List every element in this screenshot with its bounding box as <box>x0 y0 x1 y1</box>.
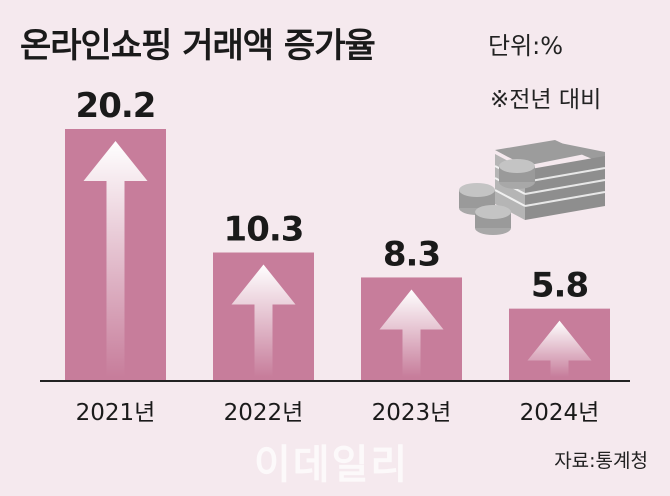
source-label: 자료:통계청 <box>554 450 648 472</box>
up-arrow-icon <box>83 141 148 377</box>
category-label: 2023년 <box>372 400 452 426</box>
chart-title: 온라인쇼핑 거래액 증가율 <box>20 26 376 66</box>
category-label: 2024년 <box>520 400 600 426</box>
up-arrow-icon <box>231 264 296 377</box>
category-label: 2022년 <box>224 400 304 426</box>
value-label: 5.8 <box>531 266 588 306</box>
value-label: 20.2 <box>76 86 156 126</box>
up-arrow-icon <box>527 320 592 377</box>
value-label: 10.3 <box>224 210 304 250</box>
note-label: ※전년 대비 <box>490 87 602 113</box>
coins-icon <box>459 159 535 235</box>
category-label: 2021년 <box>76 400 156 426</box>
up-arrow-icon <box>379 289 444 377</box>
unit-label: 단위:% <box>488 32 564 60</box>
money-stack-icon <box>459 140 606 235</box>
watermark: 이데일리 <box>254 442 410 488</box>
value-label: 8.3 <box>383 234 440 274</box>
